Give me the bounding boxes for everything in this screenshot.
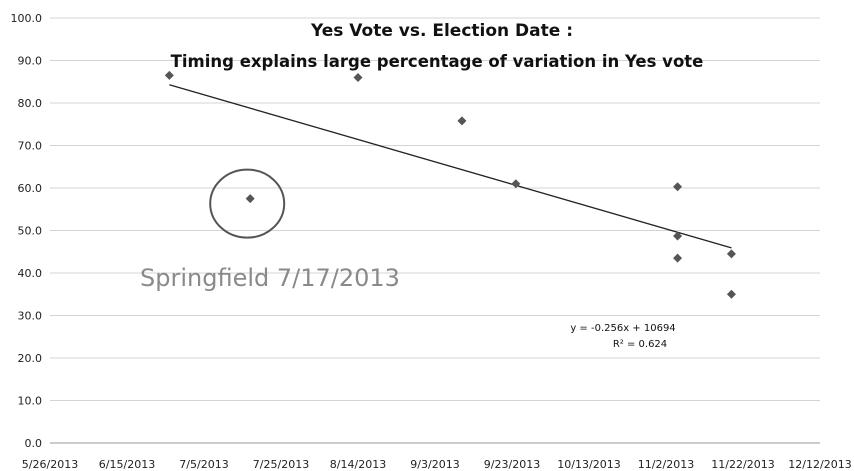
r-squared-label: R² = 0.624 xyxy=(613,339,667,350)
trendline xyxy=(169,84,732,249)
data-point xyxy=(245,194,255,204)
y-tick-label: 70.0 xyxy=(18,140,43,153)
y-tick-label: 80.0 xyxy=(18,97,43,110)
y-tick-label: 40.0 xyxy=(18,267,43,280)
y-tick-label: 20.0 xyxy=(18,352,43,365)
y-tick-label: 30.0 xyxy=(18,310,43,323)
x-tick-label: 6/15/2013 xyxy=(99,458,155,471)
data-point xyxy=(511,179,521,189)
x-tick-label: 11/22/2013 xyxy=(711,458,774,471)
y-tick-label: 100.0 xyxy=(11,12,43,25)
data-point xyxy=(457,116,467,126)
gridlines xyxy=(50,17,820,444)
y-tick-label: 90.0 xyxy=(18,55,43,68)
y-tick-label: 60.0 xyxy=(18,182,43,195)
x-tick-label: 9/23/2013 xyxy=(484,458,540,471)
data-point xyxy=(673,253,683,263)
x-axis-tick-labels: 5/26/2013 6/15/2013 7/5/2013 7/25/2013 8/14/… xyxy=(22,458,852,471)
x-tick-label: 7/5/2013 xyxy=(179,458,228,471)
chart-title-line-2: Timing explains large percentage of vari… xyxy=(171,52,704,71)
data-point xyxy=(673,231,683,241)
x-tick-label: 5/26/2013 xyxy=(22,458,78,471)
x-tick-label: 10/13/2013 xyxy=(557,458,620,471)
data-point xyxy=(353,73,363,82)
y-axis-tick-labels: 0.0 10.0 20.0 30.0 40.0 50.0 60.0 70.0 80.0 90.0 1… xyxy=(11,12,43,450)
data-point xyxy=(726,289,736,299)
y-tick-label: 10.0 xyxy=(18,395,43,408)
data-points xyxy=(164,70,736,299)
x-tick-label: 12/12/2013 xyxy=(788,458,851,471)
y-tick-label: 50.0 xyxy=(18,225,43,238)
y-tick-label: 0.0 xyxy=(25,437,43,450)
trendline-equation: y = -0.256x + 10694 xyxy=(570,323,675,334)
highlight-label: Springfield 7/17/2013 xyxy=(140,264,400,292)
data-point xyxy=(673,182,683,192)
x-tick-label: 8/14/2013 xyxy=(330,458,386,471)
data-point xyxy=(164,70,174,80)
chart-title-line-1: Yes Vote vs. Election Date : xyxy=(310,21,573,41)
highlight-circle xyxy=(209,168,286,239)
x-tick-label: 7/25/2013 xyxy=(253,458,309,471)
x-tick-label: 9/3/2013 xyxy=(410,458,459,471)
data-point xyxy=(726,249,736,259)
x-tick-label: 11/2/2013 xyxy=(638,458,694,471)
